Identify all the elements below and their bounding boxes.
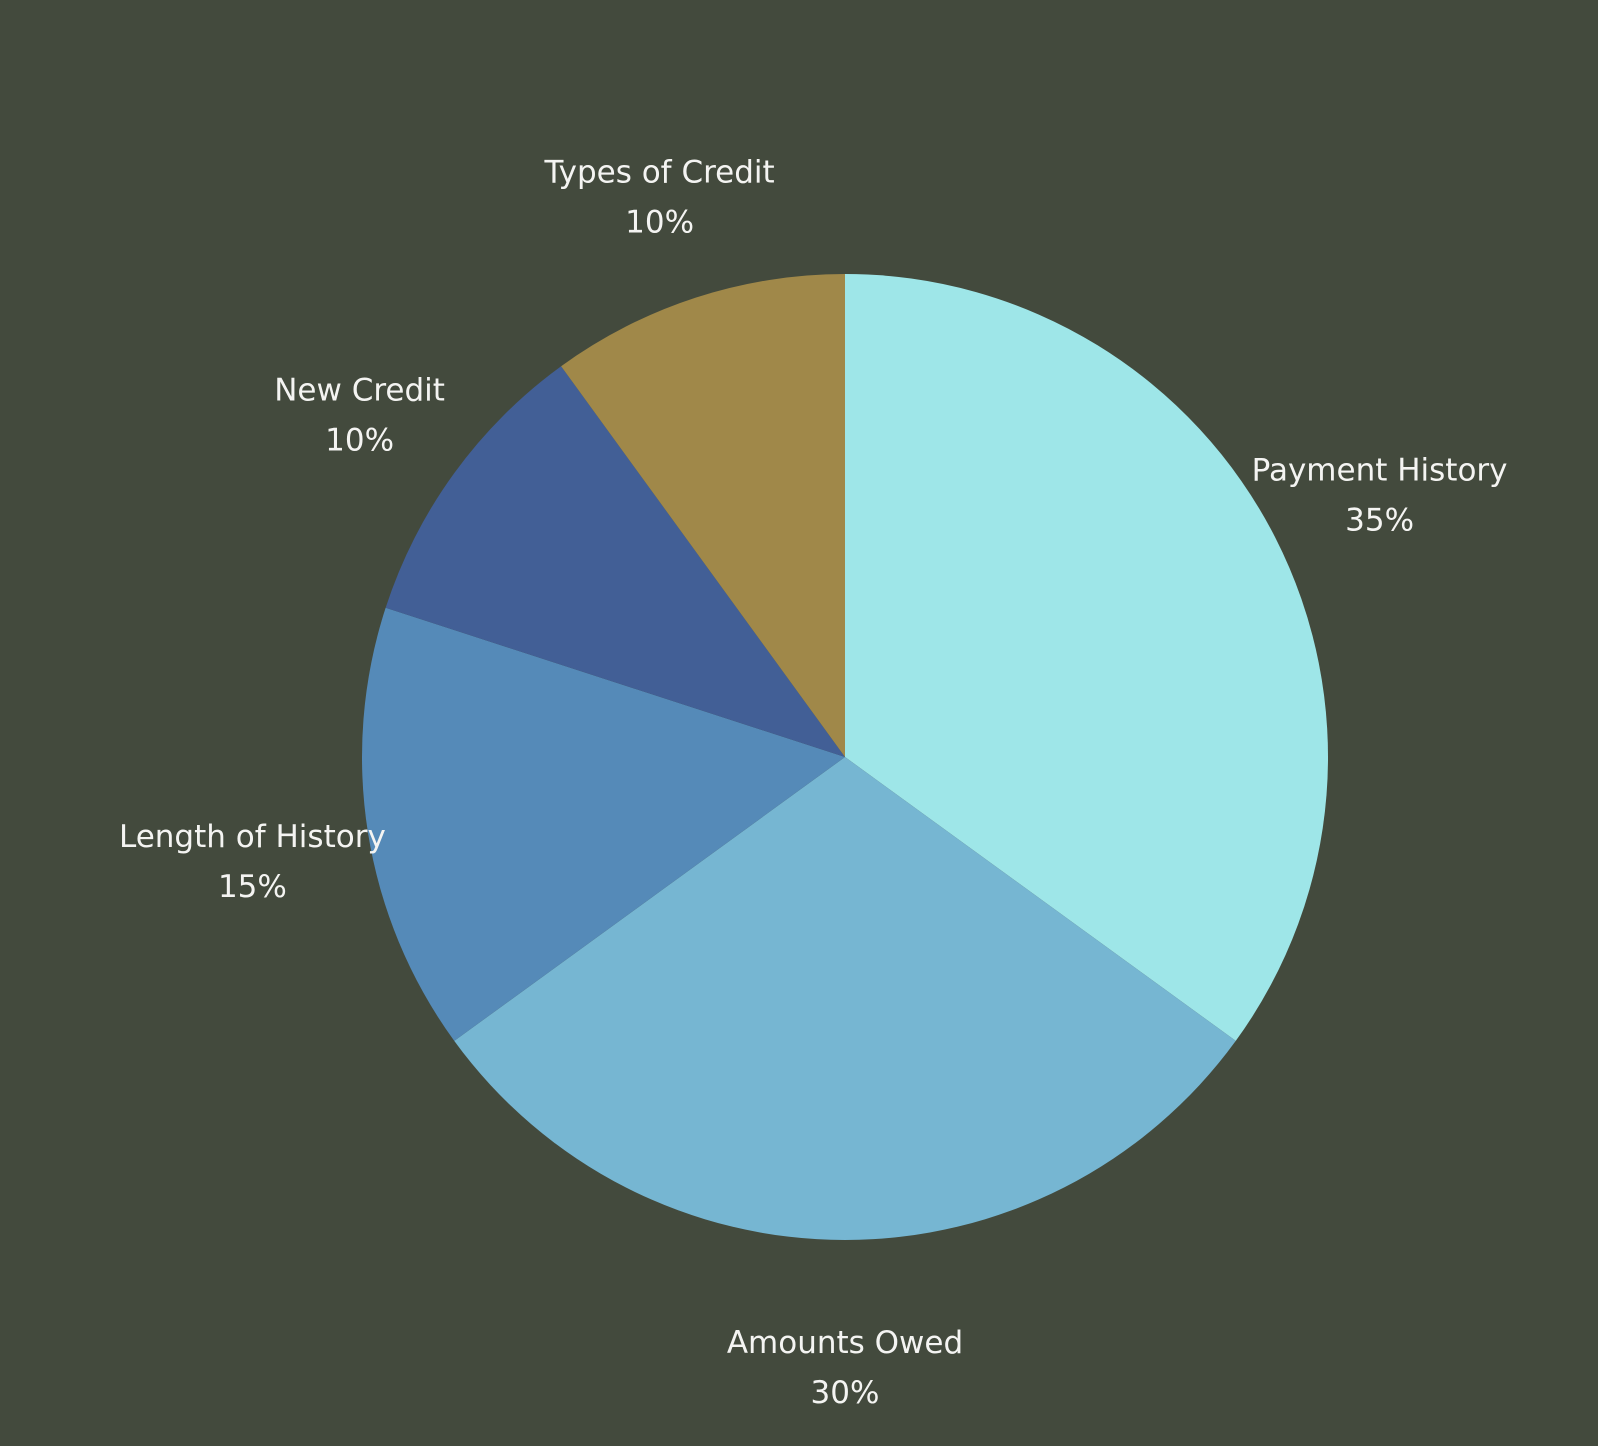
slice-label-payment-history: Payment History xyxy=(1252,453,1508,489)
slice-value-new-credit: 10% xyxy=(325,422,394,458)
pie-slice-amounts-owed xyxy=(454,757,1236,1241)
pie-slice-length-of-history xyxy=(361,607,845,1041)
pie-slice-new-credit xyxy=(385,366,845,757)
slice-label-amounts-owed: Amounts Owed xyxy=(727,1325,963,1361)
slice-label-length-of-history: Length of History xyxy=(119,819,386,855)
pie-slice-types-of-credit xyxy=(561,274,845,757)
slice-value-length-of-history: 15% xyxy=(218,869,287,905)
slice-value-types-of-credit: 10% xyxy=(625,204,694,240)
slice-label-new-credit: New Credit xyxy=(274,372,445,408)
slice-label-types-of-credit: Types of Credit xyxy=(544,154,775,190)
pie-slices xyxy=(361,274,1329,1241)
pie-labels: Payment History 35% Amounts Owed 30% Length … xyxy=(119,154,1508,1411)
slice-value-amounts-owed: 30% xyxy=(811,1375,880,1411)
pie-slice-payment-history xyxy=(845,274,1329,1041)
slice-value-payment-history: 35% xyxy=(1345,503,1414,539)
